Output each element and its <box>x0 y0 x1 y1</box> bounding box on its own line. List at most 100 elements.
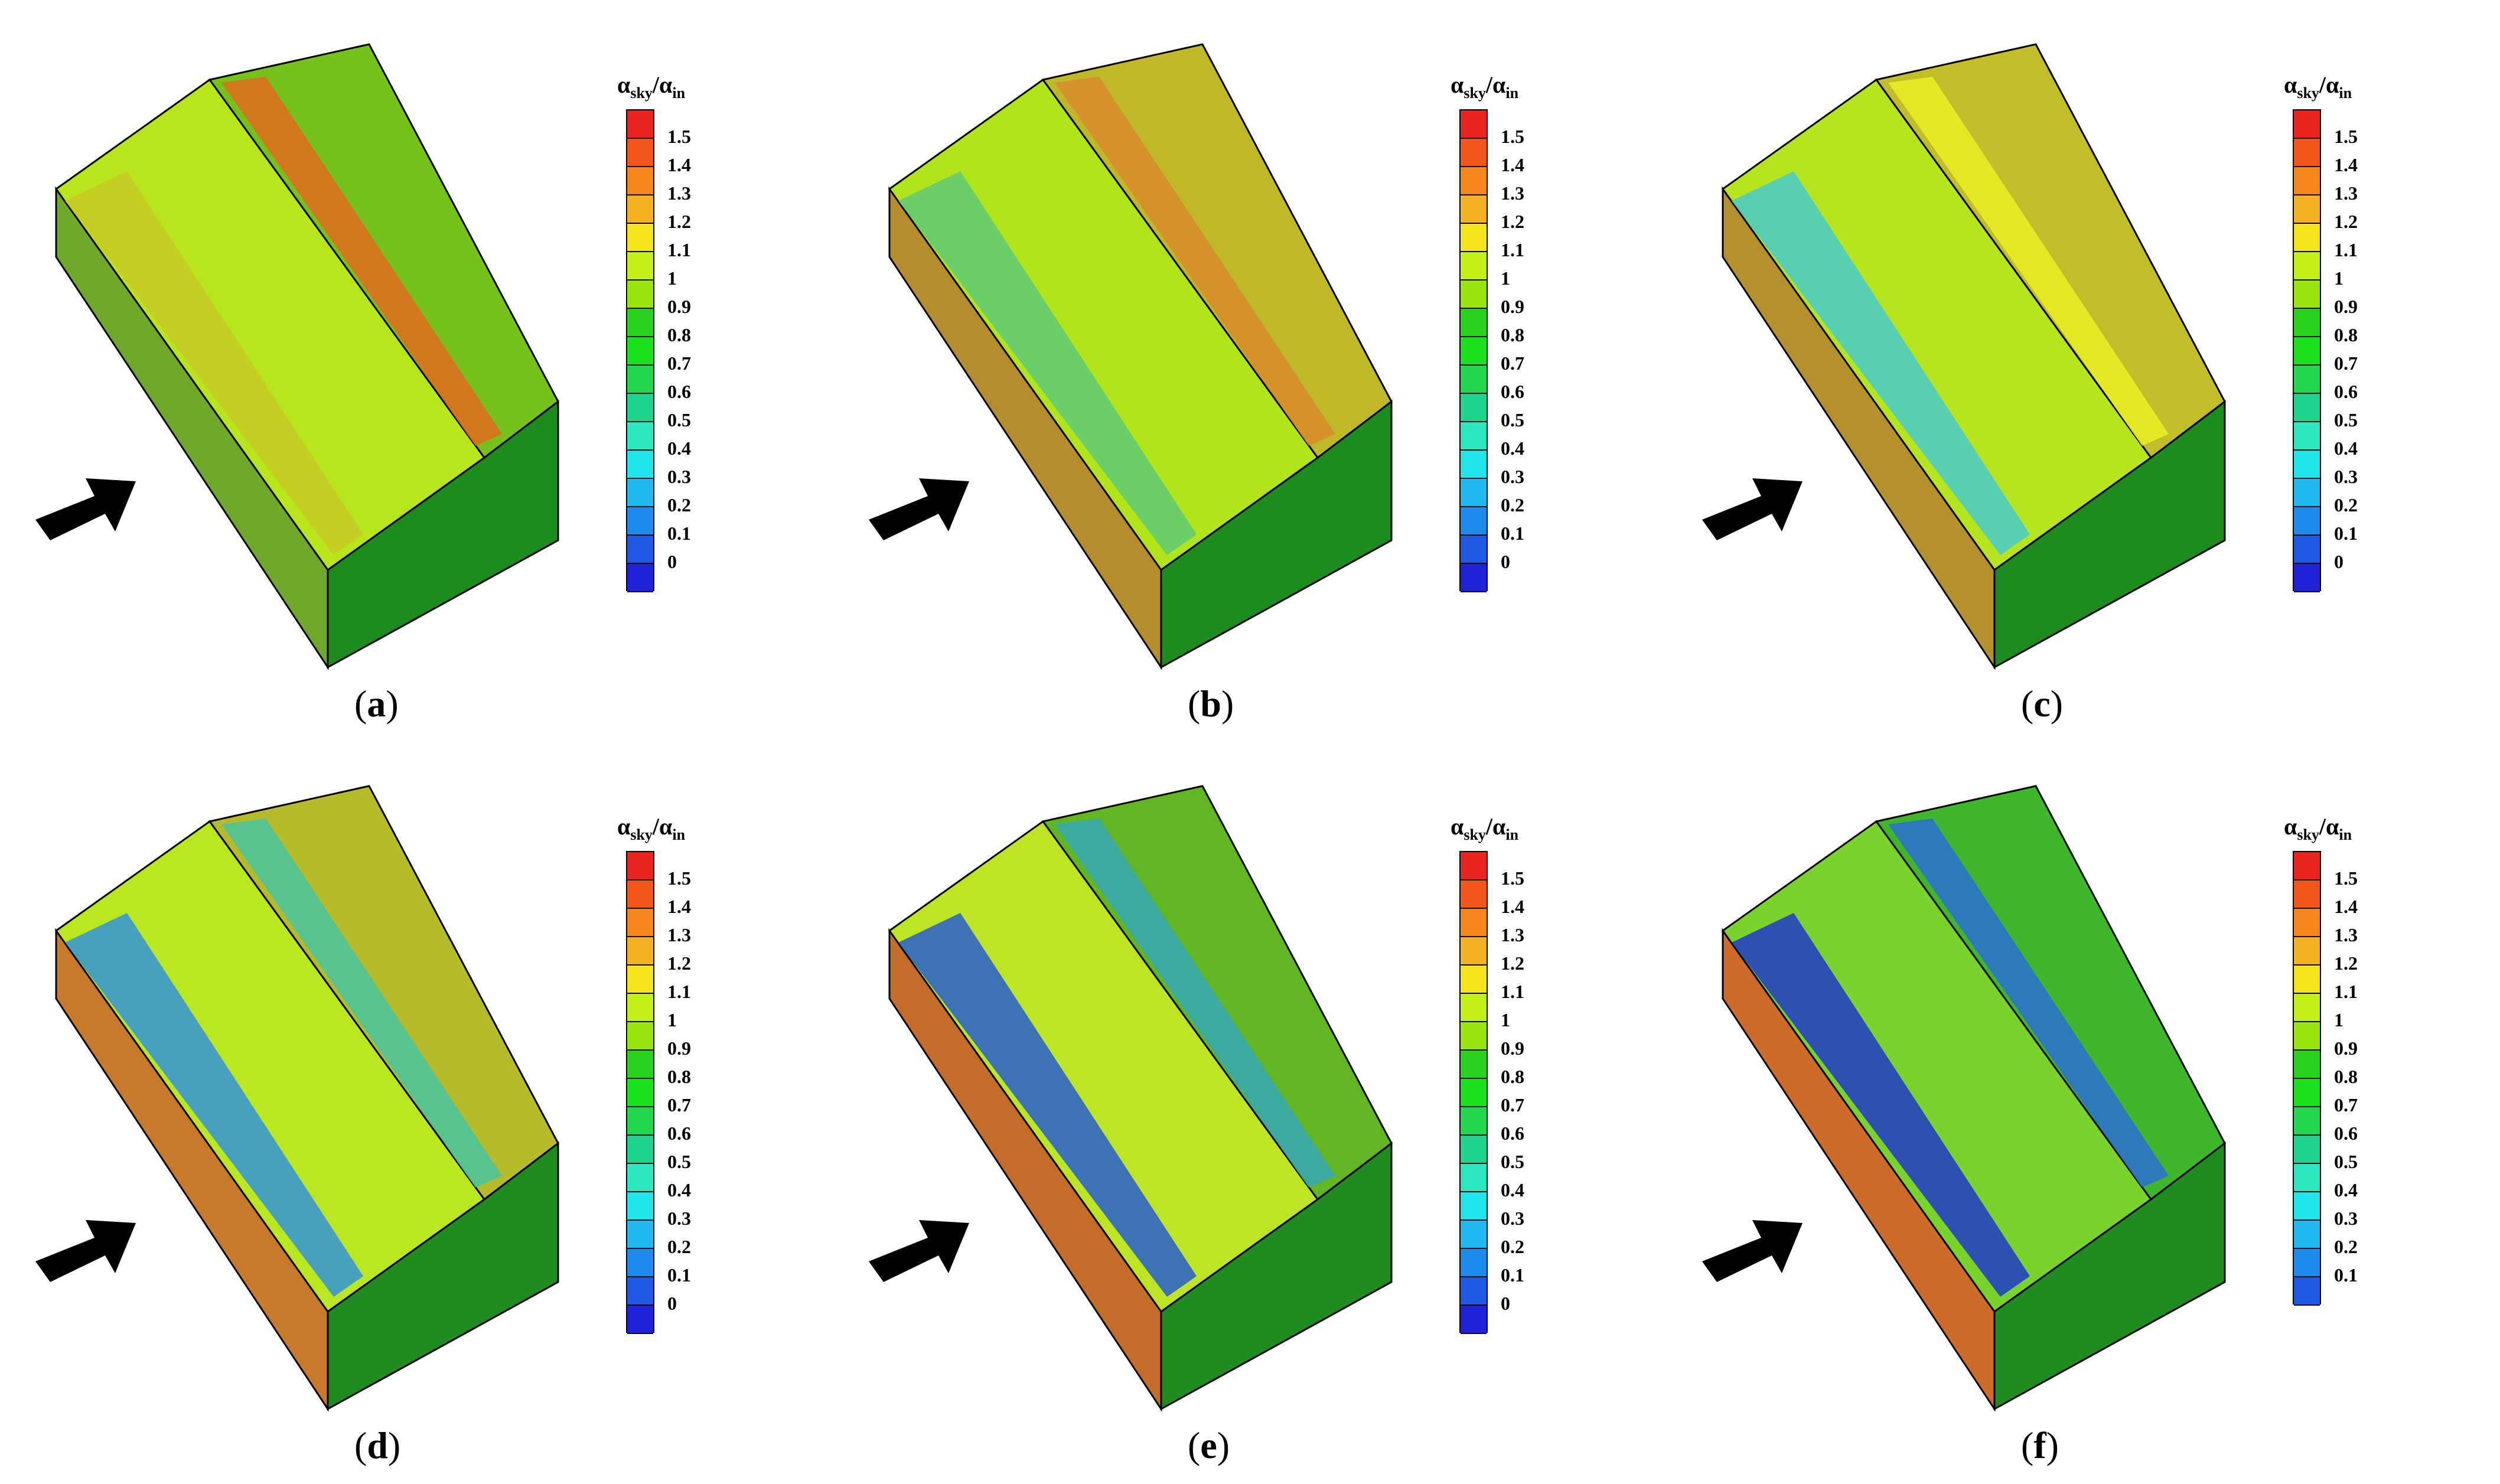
panel-d: αsky/αin 1.5 1.4 1.3 1.2 1.1 1 0.9 0.8 0.7 0.6 0.5 0… <box>0 742 833 1483</box>
colorbar-tick-label: 0 <box>1501 1293 1510 1314</box>
colorbar-swatch <box>2294 309 2320 337</box>
colorbar-swatch <box>627 1022 653 1051</box>
colorbar-swatch <box>2294 1051 2320 1079</box>
colorbar-swatch <box>1461 451 1487 479</box>
colorbar-tick-label: 1.1 <box>1501 981 1524 1002</box>
colorbar-swatch <box>1461 139 1487 167</box>
colorbar-tick-label: 1.4 <box>2334 154 2358 175</box>
colorbar-swatch <box>2294 139 2320 167</box>
colorbar-swatch <box>2294 852 2320 880</box>
colorbar-swatch <box>627 479 653 507</box>
panel-caption: (b) <box>1188 683 1234 725</box>
colorbar-tick-label: 0.8 <box>667 1066 691 1087</box>
colorbar-swatch <box>627 1136 653 1164</box>
colorbar-tick-label: 0.1 <box>667 1264 691 1286</box>
colorbar-tick-label: 0.7 <box>2334 1094 2358 1116</box>
colorbar-swatch <box>1461 479 1487 507</box>
colorbar-swatch <box>627 110 653 139</box>
colorbar-tick-label: 1.3 <box>667 182 691 204</box>
colorbar-swatch <box>1461 1079 1487 1107</box>
colorbar-tick-label: 0.2 <box>2334 1236 2358 1257</box>
colorbar-swatch <box>2294 1277 2320 1306</box>
colorbar-tick-label: 0.9 <box>667 296 691 317</box>
colorbar-tick-label: 0 <box>1501 551 1510 572</box>
colorbar-swatch <box>1461 937 1487 966</box>
colorbar-tick-label: 0.1 <box>2334 1264 2358 1286</box>
colorbar-swatch <box>2294 366 2320 394</box>
panel-e: αsky/αin 1.5 1.4 1.3 1.2 1.1 1 0.9 0.8 0.7 0.6 0.5 0… <box>833 742 1667 1483</box>
colorbar-tick-label: 1 <box>2334 268 2343 289</box>
colorbar-tick-label: 0.3 <box>1501 1208 1524 1229</box>
colorbar-swatch <box>1461 1277 1487 1306</box>
colorbar-swatch <box>1461 224 1487 252</box>
colorbar-swatch <box>1461 1051 1487 1079</box>
colorbar-tick-label: 1.4 <box>667 154 691 175</box>
panel-caption: (e) <box>1188 1424 1230 1466</box>
colorbar-tick-label: 1 <box>667 1009 677 1030</box>
colorbar-swatch <box>627 394 653 422</box>
colorbar-swatch <box>2294 479 2320 507</box>
colorbar-swatch <box>2294 394 2320 422</box>
colorbar-swatch <box>1461 110 1487 139</box>
wind-direction-arrow-icon <box>869 478 969 540</box>
colorbar-tick-label: 1.3 <box>2334 924 2358 945</box>
colorbar-swatch <box>627 1306 653 1334</box>
wind-direction-arrow-icon <box>869 1220 969 1282</box>
eave-band <box>898 171 1197 555</box>
colorbar-swatch <box>627 1277 653 1306</box>
colorbar-swatch <box>1461 880 1487 909</box>
colorbar-tick-label: 1.1 <box>2334 981 2358 1002</box>
colorbar-tick-label: 0.4 <box>667 438 691 459</box>
colorbar-swatch <box>1461 195 1487 224</box>
colorbar-swatch <box>627 422 653 451</box>
colorbar-tick-label: 1.4 <box>1501 154 1524 175</box>
colorbar-swatch <box>627 309 653 337</box>
colorbar-tick-label: 1.1 <box>1501 239 1524 260</box>
colorbar-swatch <box>2294 195 2320 224</box>
colorbar-swatch <box>2294 966 2320 994</box>
colorbar-swatch <box>627 1221 653 1249</box>
colorbar-swatch <box>2294 1107 2320 1136</box>
colorbar-swatch <box>627 224 653 252</box>
colorbar-swatch <box>2294 252 2320 281</box>
panel-caption: (d) <box>354 1424 401 1466</box>
colorbar-tick-label: 0.6 <box>667 381 691 402</box>
colorbar-scale <box>1459 109 1488 592</box>
panel-c: αsky/αin 1.5 1.4 1.3 1.2 1.1 1 0.9 0.8 0.7 0.6 0.5 0… <box>1667 0 2500 742</box>
colorbar-tick-label: 0.4 <box>1501 438 1524 459</box>
colorbar-swatch <box>1461 994 1487 1022</box>
colorbar-swatch <box>1461 167 1487 195</box>
colorbar-swatch <box>2294 281 2320 309</box>
colorbar-tick-label: 0.2 <box>667 1236 691 1257</box>
colorbar-tick-label: 1.1 <box>667 239 691 260</box>
colorbar-swatch <box>627 507 653 536</box>
colorbar-tick-label: 1 <box>1501 268 1510 289</box>
colorbar-tick-label: 0.8 <box>1501 1066 1524 1087</box>
colorbar-tick-label: 1.5 <box>2334 867 2358 889</box>
eave-band <box>65 171 363 555</box>
colorbar-swatch <box>1461 1107 1487 1136</box>
colorbar-swatch <box>627 195 653 224</box>
colorbar-swatch <box>627 1051 653 1079</box>
colorbar-swatch <box>627 1192 653 1221</box>
colorbar-tick-label: 0.4 <box>2334 438 2358 459</box>
colorbar-tick-label: 0.2 <box>2334 494 2358 516</box>
colorbar-tick-label: 0.9 <box>2334 1038 2358 1059</box>
colorbar-swatch <box>2294 937 2320 966</box>
colorbar-tick-label: 0.6 <box>1501 381 1524 402</box>
colorbar-tick-label: 0.4 <box>667 1179 691 1201</box>
colorbar-tick-label: 0.7 <box>2334 353 2358 374</box>
colorbar-tick-label: 1.1 <box>667 981 691 1002</box>
colorbar-tick-label: 1.2 <box>667 211 691 232</box>
colorbar-swatch <box>1461 1164 1487 1192</box>
colorbar-swatch <box>1461 909 1487 937</box>
colorbar-swatch <box>2294 1249 2320 1277</box>
colorbar-swatch <box>627 167 653 195</box>
ridge-band <box>1055 77 1335 446</box>
colorbar-tick-label: 1.5 <box>1501 126 1524 147</box>
colorbar-swatch <box>627 1107 653 1136</box>
colorbar-swatch <box>627 536 653 564</box>
panel-b: αsky/αin 1.5 1.4 1.3 1.2 1.1 1 0.9 0.8 0.7 0.6 0.5 0… <box>833 0 1667 742</box>
colorbar-tick-label: 0.5 <box>1501 409 1524 430</box>
colorbar-swatch <box>1461 852 1487 880</box>
